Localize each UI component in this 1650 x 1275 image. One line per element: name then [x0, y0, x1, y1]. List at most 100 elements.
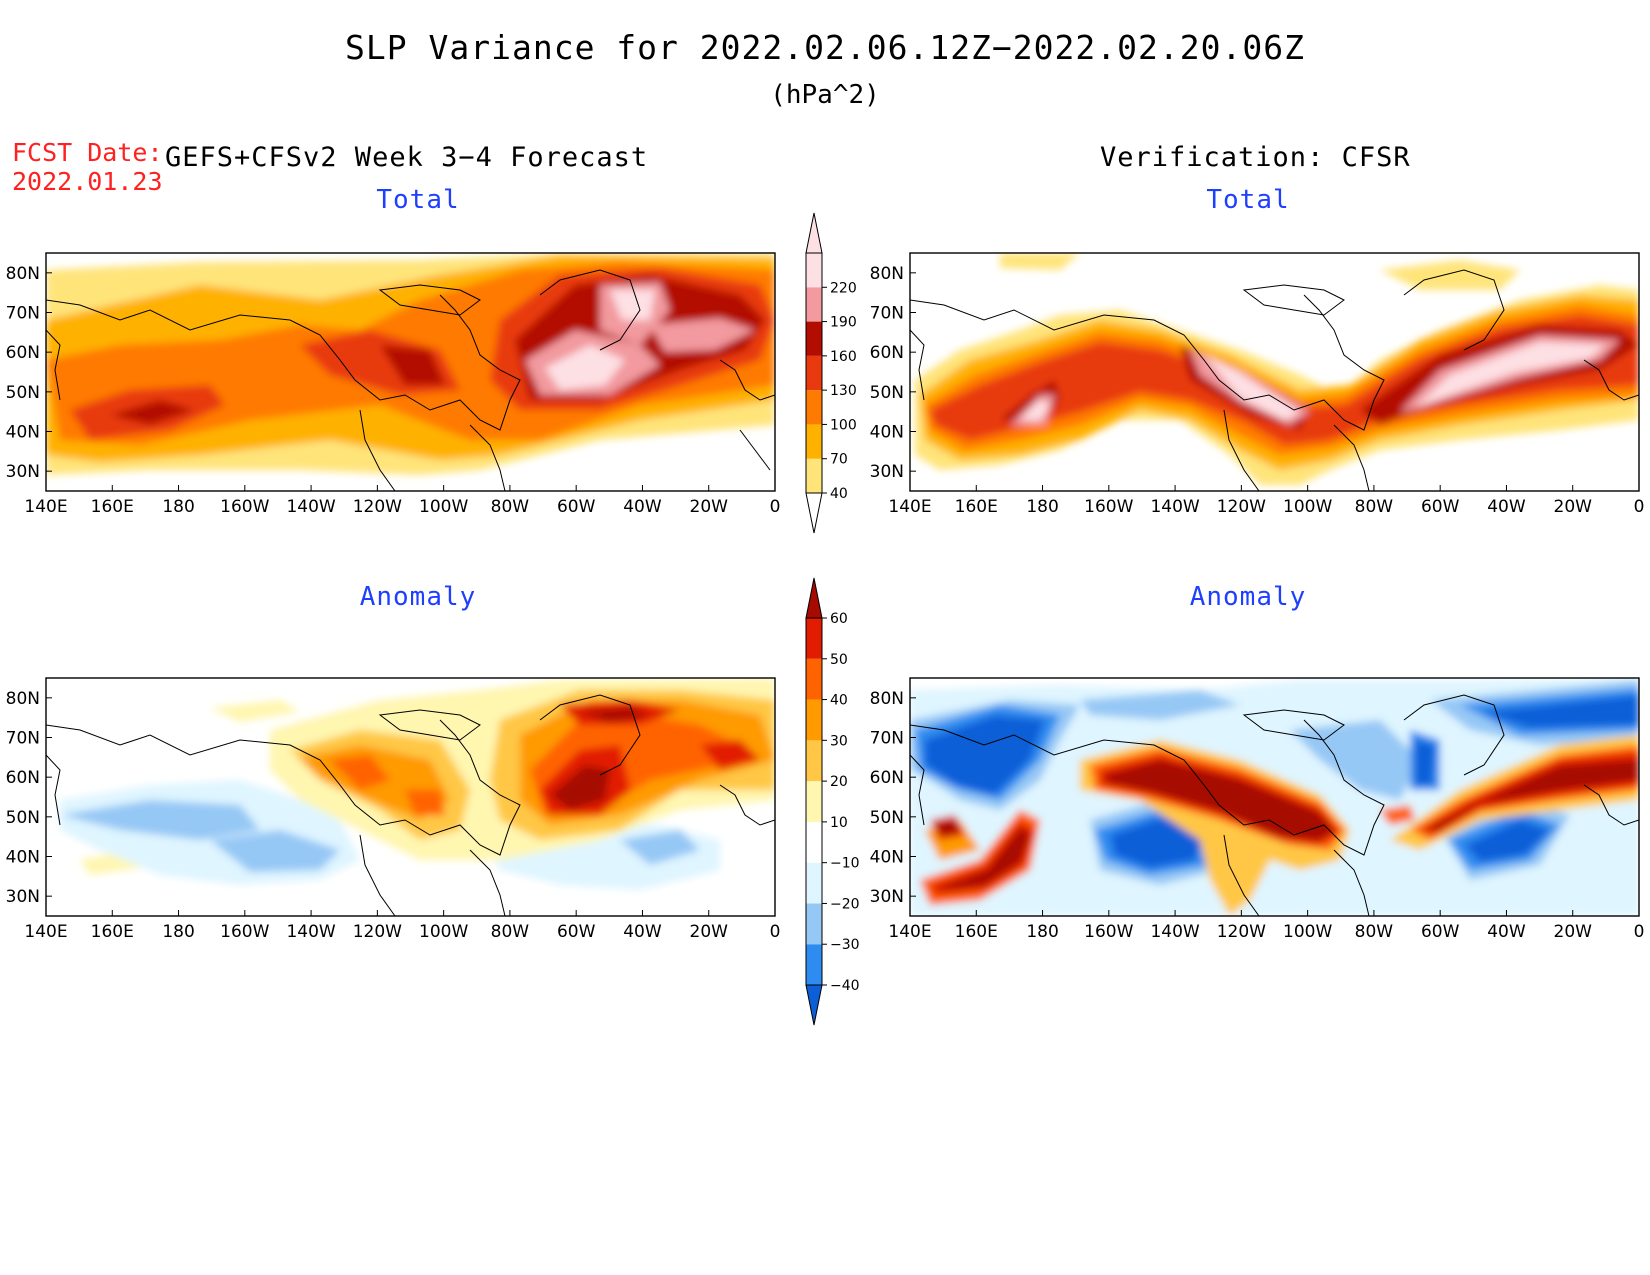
- anomaly-colorbar-swatch: [806, 658, 822, 700]
- forecast-anomaly-coastlines: [46, 694, 775, 916]
- forecast-total-lat-tick-label: 40N: [6, 423, 40, 443]
- anomaly-colorbar-label: −20: [830, 896, 860, 912]
- total-colorbar-swatch: [806, 287, 822, 322]
- verification-total-lon-tick-label: 20W: [1554, 497, 1593, 517]
- forecast-anomaly-lat-tick-label: 50N: [6, 808, 40, 828]
- forecast-anomaly-shading: [60, 678, 775, 890]
- anomaly-colorbar-swatch: [806, 862, 822, 904]
- verification-anomaly-lat-tick-label: 80N: [870, 689, 904, 709]
- forecast-total-lon-tick-label: 160E: [91, 497, 134, 517]
- verification-anomaly-lon-tick-label: 180: [1026, 922, 1058, 942]
- forecast-anomaly-lat-tick-label: 80N: [6, 689, 40, 709]
- verification-anomaly-lon-tick-label: 40W: [1487, 922, 1526, 942]
- anomaly-colorbar-label: 40: [830, 693, 848, 709]
- verification-total-lon-tick-label: 0: [1634, 497, 1645, 517]
- total-colorbar-swatch: [806, 390, 822, 425]
- forecast-total-lon-tick-label: 100W: [419, 497, 468, 517]
- forecast-total-title: Total: [376, 185, 460, 215]
- verification-anomaly-lon-tick-label: 160W: [1084, 922, 1133, 942]
- forecast-total-lon-tick-label: 180: [162, 497, 194, 517]
- forecast-total-lon-tick-label: 140W: [286, 497, 335, 517]
- forecast-anomaly-lon-tick-label: 0: [770, 922, 781, 942]
- forecast-anomaly-lon-tick-label: 80W: [491, 922, 530, 942]
- anomaly-colorbar-swatch: [806, 903, 822, 945]
- anomaly-colorbar-swatch: [806, 944, 822, 985]
- verification-total-title: Total: [1206, 185, 1290, 215]
- forecast-total-lon-tick-label: 140E: [24, 497, 67, 517]
- verification-anomaly-lon-tick-label: 20W: [1554, 922, 1593, 942]
- total-colorbar-label: 40: [830, 486, 848, 502]
- verification-anomaly-shading: [910, 678, 1639, 916]
- forecast-anomaly-lon-tick-label: 100W: [419, 922, 468, 942]
- verification-total-shading: [915, 253, 1639, 485]
- verification-anomaly-lat-tick-label: 50N: [870, 808, 904, 828]
- verification-column-title: Verification: CFSR: [1100, 142, 1411, 173]
- forecast-anomaly-lon-tick-label: 20W: [690, 922, 729, 942]
- total-colorbar-label: 100: [830, 417, 857, 433]
- verification-anomaly-lon-tick-label: 160E: [955, 922, 998, 942]
- total-colorbar-label: 190: [830, 315, 857, 331]
- verification-anomaly-lat-tick-label: 70N: [870, 729, 904, 749]
- verification-total-coastlines: [910, 269, 1639, 491]
- anomaly-colorbar-label: 50: [830, 652, 848, 668]
- verification-total-lon-tick-label: 60W: [1421, 497, 1460, 517]
- verification-anomaly-lat-tick-label: 60N: [870, 768, 904, 788]
- anomaly-colorbar-label: 60: [830, 611, 848, 627]
- total-colorbar-swatch: [806, 355, 822, 391]
- verification-anomaly-lon-tick-label: 140W: [1150, 922, 1199, 942]
- forecast-total-lon-tick-label: 0: [770, 497, 781, 517]
- verification-anomaly-lon-tick-label: 100W: [1283, 922, 1332, 942]
- forecast-total-lon-tick-label: 40W: [623, 497, 662, 517]
- verification-total-lon-tick-label: 80W: [1355, 497, 1394, 517]
- forecast-anomaly-lat-tick-label: 40N: [6, 848, 40, 868]
- anomaly-colorbar-frame: [805, 617, 823, 986]
- forecast-total-shading: [46, 253, 775, 475]
- forecast-total-lat-tick-label: 60N: [6, 343, 40, 363]
- forecast-anomaly-lon-tick-label: 140W: [286, 922, 335, 942]
- forecast-total-lon-tick-label: 120W: [353, 497, 402, 517]
- verification-total-lat-tick-label: 40N: [870, 423, 904, 443]
- anomaly-colorbar-label: −40: [830, 978, 860, 994]
- total-colorbar-bottom-extension: [805, 492, 823, 534]
- anomaly-colorbar-label: 10: [830, 815, 848, 831]
- verification-anomaly-lon-tick-label: 140E: [888, 922, 931, 942]
- verification-total-lat-tick-label: 70N: [870, 304, 904, 324]
- verification-anomaly-lon-tick-label: 80W: [1355, 922, 1394, 942]
- verification-anomaly-title: Anomaly: [1189, 582, 1307, 612]
- verification-total-lon-tick-label: 160E: [955, 497, 998, 517]
- anomaly-colorbar-bottom-extension: [805, 984, 823, 1026]
- forecast-total-map: 140E 160E 180 160W 140W 120W 100W 80W 60W 40W 20W 0…: [6, 252, 781, 517]
- forecast-anomaly-title: Anomaly: [359, 582, 477, 612]
- verification-total-lat-tick-label: 80N: [870, 264, 904, 284]
- total-colorbar-swatch: [806, 253, 822, 288]
- total-colorbar-label: 160: [830, 349, 857, 365]
- verification-total-lon-tick-label: 160W: [1084, 497, 1133, 517]
- verification-anomaly-lon-tick-label: 0: [1634, 922, 1645, 942]
- verification-total-lon-tick-label: 120W: [1217, 497, 1266, 517]
- verification-total-lat-tick-label: 30N: [870, 462, 904, 482]
- anomaly-colorbar-label: −30: [830, 937, 860, 953]
- anomaly-colorbar-swatch: [806, 781, 822, 822]
- forecast-total-coastlines: [46, 269, 775, 491]
- total-colorbar-swatch: [806, 458, 822, 493]
- forecast-total-lon-tick-label: 20W: [690, 497, 729, 517]
- verification-total-lon-tick-label: 180: [1026, 497, 1058, 517]
- verification-anomaly-coastlines: [910, 694, 1639, 916]
- forecast-total-lat-tick-label: 80N: [6, 264, 40, 284]
- forecast-anomaly-lat-tick-label: 70N: [6, 729, 40, 749]
- forecast-anomaly-lat-tick-label: 30N: [6, 887, 40, 907]
- figure-title: SLP Variance for 2022.02.06.12Z−2022.02.…: [345, 28, 1305, 67]
- verification-total-lon-tick-label: 140E: [888, 497, 931, 517]
- verification-anomaly-map: 140E 160E 180 160W 140W 120W 100W 80W 60W 40W 20W 0…: [870, 677, 1645, 942]
- anomaly-colorbar-swatch: [806, 821, 822, 863]
- verification-total-lon-tick-label: 100W: [1283, 497, 1332, 517]
- verification-anomaly-lon-tick-label: 120W: [1217, 922, 1266, 942]
- anomaly-colorbar-swatch: [806, 740, 822, 782]
- anomaly-colorbar-top-extension: [805, 577, 823, 619]
- verification-total-lon-tick-label: 140W: [1150, 497, 1199, 517]
- anomaly-colorbar-label: 20: [830, 774, 848, 790]
- forecast-anomaly-lon-tick-label: 40W: [623, 922, 662, 942]
- anomaly-colorbar-swatch: [806, 618, 822, 659]
- forecast-total-lat-tick-label: 70N: [6, 304, 40, 324]
